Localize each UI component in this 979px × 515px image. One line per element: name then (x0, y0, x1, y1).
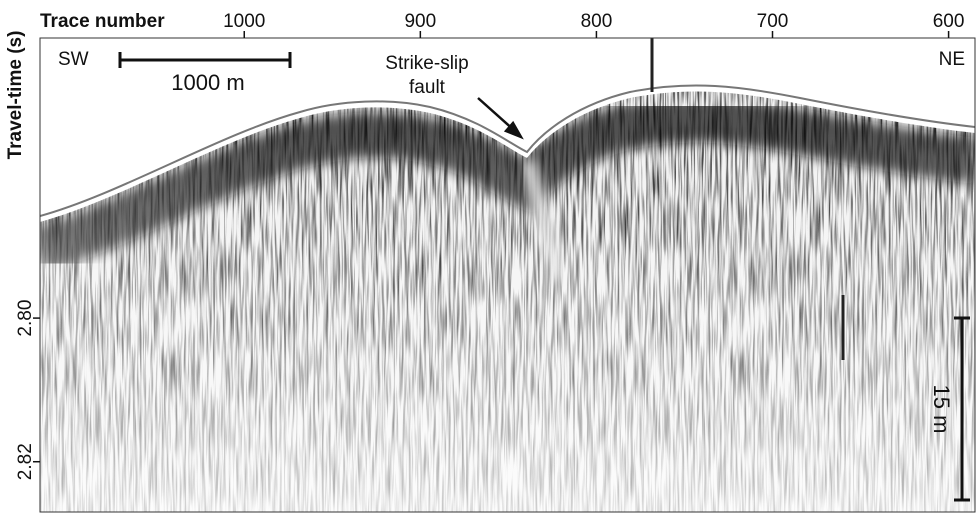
seismic-image (40, 38, 975, 512)
vertical-scale-bar (954, 316, 970, 502)
fault-arrow (477, 97, 524, 140)
x-tick-label: 1000 (223, 11, 265, 32)
x-tick-label: 800 (581, 11, 613, 32)
direction-label: NE (939, 49, 965, 70)
vertical-scale-label: 15 m (929, 385, 954, 434)
direction-label: SW (58, 49, 89, 70)
y-axis-title: Travel-time (s) (5, 31, 26, 160)
x-axis-title: Trace number (40, 11, 165, 32)
x-tick-label: 700 (757, 11, 789, 32)
horizontal-scale-bar (118, 52, 292, 68)
x-tick-label: 600 (933, 11, 965, 32)
fault-label: fault (409, 77, 446, 98)
horizontal-scale-label: 1000 m (171, 70, 244, 95)
fault-label: Strike-slip (385, 53, 468, 74)
y-tick-label: 2.80 (15, 300, 36, 337)
y-tick-label: 2.82 (15, 443, 36, 480)
plot-frame (39, 37, 976, 513)
x-tick-label: 900 (404, 11, 436, 32)
